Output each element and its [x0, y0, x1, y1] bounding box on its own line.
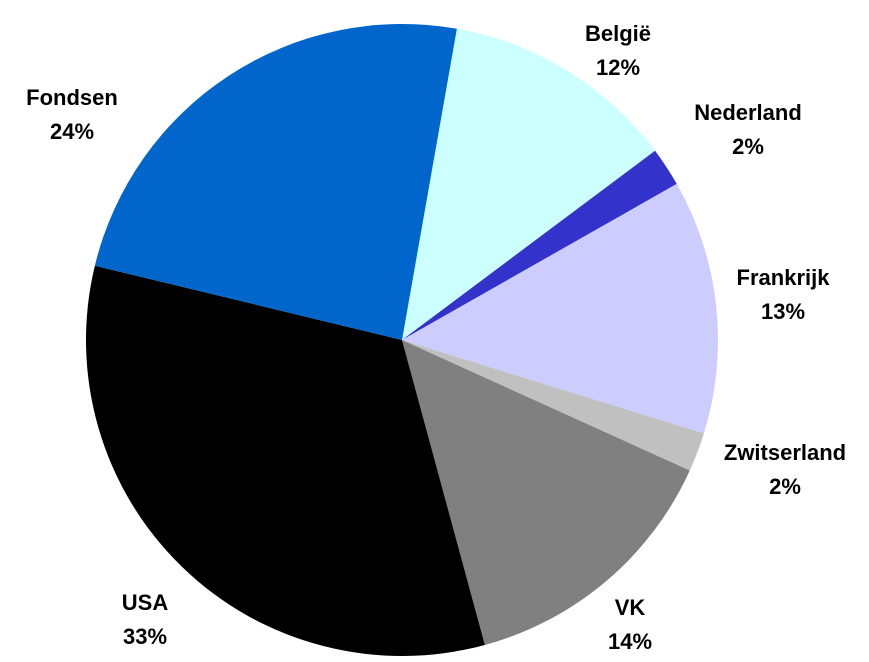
slice-label: Nederland	[694, 100, 802, 125]
slice-value-label: 12%	[596, 55, 640, 80]
pie-slice	[86, 265, 485, 656]
slice-value-label: 2%	[732, 134, 764, 159]
pie-slice	[402, 340, 690, 645]
slice-label: België	[585, 21, 651, 46]
slice-label: Zwitserland	[724, 440, 846, 465]
pie-slice	[402, 150, 677, 340]
pie-slice	[402, 340, 704, 471]
slice-value-label: 24%	[50, 119, 94, 144]
slice-label: Frankrijk	[737, 265, 831, 290]
slice-value-label: 2%	[769, 474, 801, 499]
slice-label: VK	[615, 595, 646, 620]
pie-slice	[94, 24, 457, 340]
slice-label: Fondsen	[26, 85, 118, 110]
slice-label: USA	[122, 590, 169, 615]
slice-value-label: 13%	[761, 299, 805, 324]
slice-value-label: 14%	[608, 629, 652, 654]
pie-slice	[402, 183, 719, 434]
pie-slice	[402, 28, 656, 340]
slice-value-label: 33%	[123, 624, 167, 649]
